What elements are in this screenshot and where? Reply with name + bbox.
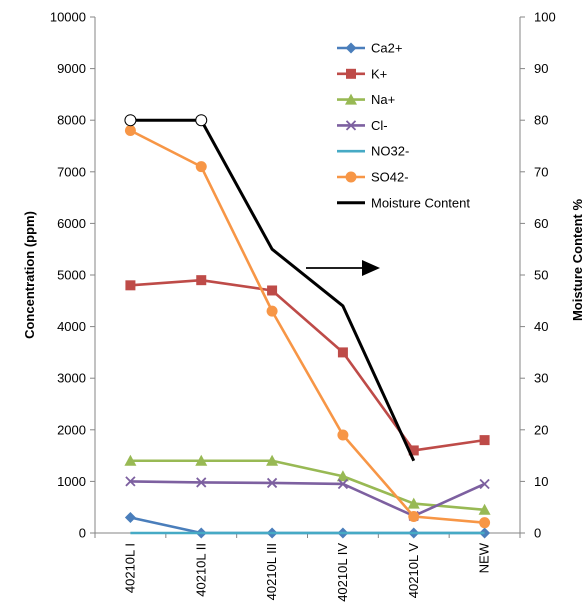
legend-label: Cl-	[371, 118, 388, 133]
data-point	[478, 503, 491, 515]
data-point	[479, 478, 490, 490]
x-tick-label: 40210L III	[264, 543, 279, 600]
data-point	[337, 478, 349, 490]
x-marker-stroke	[479, 478, 490, 490]
data-point	[337, 429, 349, 441]
legend-swatch-marker	[345, 171, 357, 183]
y2-tick-label: 0	[534, 526, 541, 541]
x-tick-label: NEW	[477, 542, 492, 573]
x-tick-label: 40210L V	[406, 543, 421, 599]
legend-item: Ca2+	[337, 41, 402, 56]
data-point	[124, 125, 136, 137]
legend-item: Moisture Content	[337, 195, 470, 210]
y-tick-label: 1000	[57, 474, 86, 489]
x-marker-stroke	[266, 477, 278, 489]
y2-tick-label: 30	[534, 371, 548, 386]
y2-tick-label: 10	[534, 474, 548, 489]
y2-tick-label: 80	[534, 113, 548, 128]
legend-item: K+	[337, 66, 387, 81]
series-so42-	[124, 125, 491, 529]
legend-label: Ca2+	[371, 41, 402, 56]
legend-item: Cl-	[337, 118, 388, 133]
legend-label: K+	[371, 66, 387, 81]
y2-tick-label: 50	[534, 268, 548, 283]
y-tick-label: 4000	[57, 319, 86, 334]
data-point	[195, 161, 207, 173]
y-tick-label: 6000	[57, 216, 86, 231]
open-circle-point	[195, 114, 208, 127]
series-cl-	[125, 476, 490, 522]
y2-tick-label: 90	[534, 61, 548, 76]
arrow-head	[362, 260, 380, 276]
series-moisture-content	[124, 114, 416, 462]
data-point	[195, 454, 208, 466]
legend-label: Na+	[371, 92, 395, 107]
legend-label: Moisture Content	[371, 195, 470, 210]
data-point	[266, 454, 279, 466]
legend-item: NO32-	[337, 144, 409, 159]
series-line	[129, 129, 485, 524]
data-point	[479, 435, 490, 446]
legend-swatch-marker	[346, 68, 356, 79]
y-tick-label: 9000	[57, 61, 86, 76]
y-axis-title: Concentration (ppm)	[22, 211, 37, 339]
y-tick-label: 5000	[57, 268, 86, 283]
open-circle-point	[124, 114, 137, 127]
data-point	[124, 512, 136, 524]
y2-tick-label: 20	[534, 422, 548, 437]
data-point	[408, 510, 420, 522]
series-line	[130, 278, 485, 452]
data-point	[266, 477, 278, 489]
y-tick-label: 7000	[57, 164, 86, 179]
data-point	[336, 470, 349, 482]
x-marker-stroke	[125, 476, 136, 487]
series-line	[130, 118, 416, 462]
y2-tick-label: 60	[534, 216, 548, 231]
series-line	[130, 459, 485, 512]
series-k-	[125, 275, 490, 456]
annotation-arrow	[306, 260, 380, 276]
legend-label: NO32-	[371, 144, 409, 159]
legend-item: SO42-	[337, 170, 409, 185]
data-point	[196, 477, 207, 488]
x-tick-label: 40210L II	[193, 543, 208, 597]
legend: Ca2+ K+ Na+ Cl- NO32- SO42- Moisture Content	[337, 41, 470, 210]
y2-tick-label: 40	[534, 319, 548, 334]
axis-ticks: 0100020003000400050006000700080009000100…	[50, 10, 556, 602]
data-point	[407, 497, 420, 509]
series-na-	[124, 454, 491, 515]
y2-tick-label: 100	[534, 10, 556, 25]
series-layer	[124, 114, 491, 539]
x-marker-stroke	[337, 478, 349, 490]
x-marker-stroke	[345, 120, 357, 131]
y-tick-label: 2000	[57, 422, 86, 437]
data-point	[124, 454, 137, 466]
y2-axis-title: Moisture Content %	[570, 199, 585, 321]
legend-swatch-marker	[345, 42, 357, 54]
legend-label: SO42-	[371, 170, 409, 185]
data-point	[125, 280, 136, 291]
data-point	[408, 445, 419, 456]
x-tick-label: 40210L IV	[335, 543, 350, 602]
y-tick-label: 3000	[57, 371, 86, 386]
legend-swatch-marker	[345, 120, 357, 131]
data-point	[196, 275, 207, 286]
y-tick-label: 10000	[50, 10, 86, 25]
series-line	[130, 480, 486, 518]
data-point	[267, 285, 278, 296]
legend-item: Na+	[337, 92, 395, 107]
series-line	[130, 516, 485, 535]
data-point	[337, 347, 348, 358]
data-point	[125, 476, 136, 487]
y2-tick-label: 70	[534, 164, 548, 179]
data-point	[479, 517, 491, 529]
plot-frame	[94, 17, 521, 534]
y-tick-label: 8000	[57, 113, 86, 128]
legend-swatch-marker	[345, 93, 357, 105]
x-marker-stroke	[196, 477, 207, 488]
y-tick-label: 0	[79, 526, 86, 541]
x-tick-label: 40210L I	[122, 543, 137, 593]
data-point	[266, 305, 278, 317]
